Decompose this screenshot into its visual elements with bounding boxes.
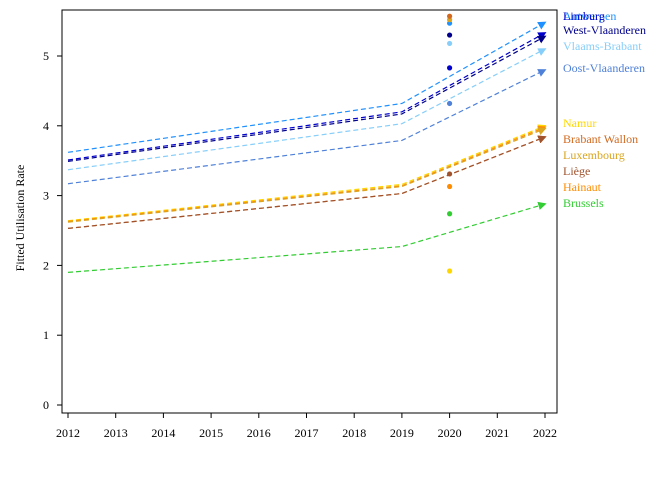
y-tick-label: 4 — [43, 119, 49, 133]
x-tick-label: 2019 — [390, 426, 414, 440]
series-lines — [67, 21, 547, 273]
y-tick-label: 5 — [43, 49, 49, 63]
series-line-west-vlaanderen — [67, 35, 547, 162]
legend-label: Brabant Wallon — [563, 132, 638, 146]
series-line-luxembourg — [67, 127, 547, 223]
observed-point — [447, 65, 453, 71]
y-axis-title: Fitted Utilisation Rate — [13, 165, 27, 272]
series-line-brussels — [67, 201, 547, 273]
x-tick-label: 2021 — [485, 426, 509, 440]
legend-label: Hainaut — [563, 180, 602, 194]
legend-label: Limburg — [563, 9, 605, 23]
x-tick-label: 2022 — [533, 426, 557, 440]
y-tick-label: 2 — [43, 258, 49, 272]
legend-label: Vlaams-Brabant — [563, 39, 642, 53]
x-tick-label: 2016 — [247, 426, 271, 440]
observed-point — [447, 183, 453, 190]
y-tick-label: 3 — [43, 189, 49, 203]
x-tick-label: 2020 — [438, 426, 462, 440]
legend-label: Liège — [563, 164, 590, 178]
observed-point — [447, 32, 453, 38]
legend-label: West-Vlaanderen — [563, 23, 646, 37]
x-tick-label: 2014 — [151, 426, 175, 440]
x-tick-label: 2012 — [56, 426, 80, 440]
legend-label: Antwerpen — [563, 9, 616, 23]
legend-label: Oost-Vlaanderen — [563, 61, 645, 75]
series-line-limburg — [67, 32, 547, 161]
plot-frame — [61, 9, 558, 414]
observed-point — [447, 268, 453, 274]
series-line-oost-vlaanderen — [67, 69, 547, 185]
series-line-antwerpen — [67, 21, 547, 153]
series-line-namur — [67, 124, 547, 222]
legend-label: Luxembourg — [563, 148, 625, 162]
legend-label: Brussels — [563, 196, 604, 210]
observed-point — [447, 40, 453, 47]
y-tick-label: 0 — [43, 398, 49, 412]
legend-label: Namur — [563, 116, 596, 130]
x-tick-label: 2013 — [104, 426, 128, 440]
y-axis: 0 1 2 3 4 5 — [43, 49, 62, 412]
observed-points — [447, 13, 453, 274]
x-axis: 2012 2013 2014 2015 2016 2017 2018 2019 2020 2021… — [56, 413, 557, 440]
y-tick-label: 1 — [43, 328, 49, 342]
observed-point — [447, 13, 453, 19]
observed-point — [447, 211, 453, 217]
x-tick-label: 2018 — [342, 426, 366, 440]
series-line-vlaams-brabant — [67, 48, 547, 171]
x-tick-label: 2015 — [199, 426, 223, 440]
x-tick-label: 2017 — [295, 426, 319, 440]
observed-point — [447, 100, 453, 107]
observed-point — [447, 171, 453, 177]
